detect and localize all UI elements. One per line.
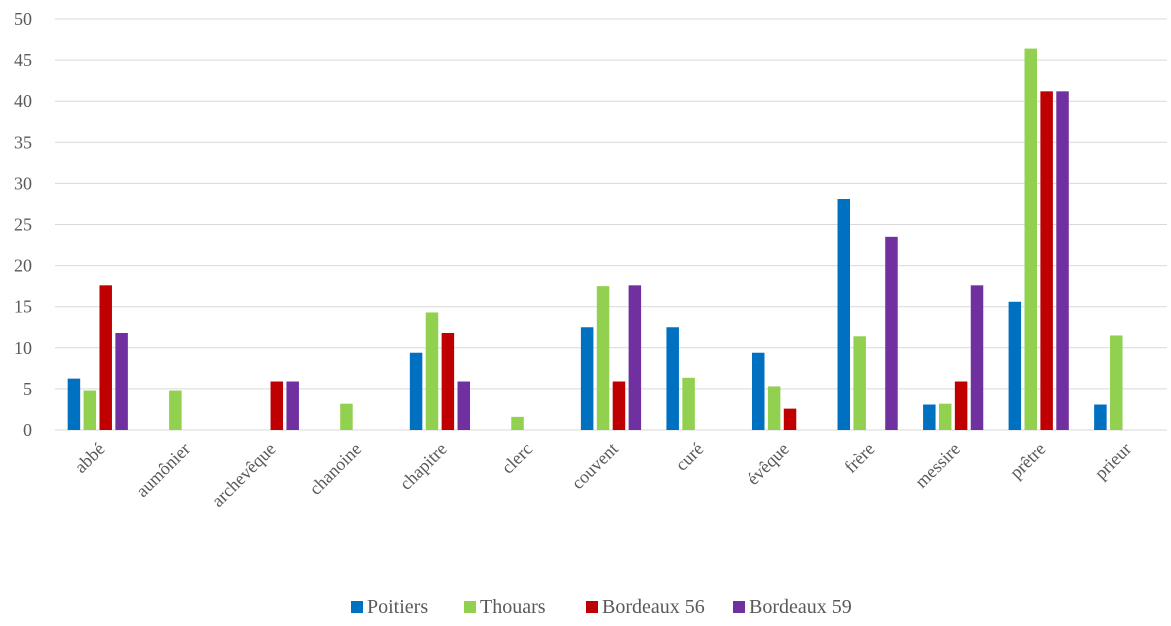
bar-thouars (596, 286, 610, 430)
legend-swatch (733, 601, 745, 613)
bars (67, 48, 1123, 430)
x-tick-label: évêque (743, 439, 793, 489)
bar-thouars (340, 403, 353, 430)
bar-bordeaux-59 (115, 333, 128, 430)
x-tick-label: prieur (1091, 439, 1136, 484)
legend-swatch (586, 601, 598, 613)
bar-poitiers (67, 378, 81, 430)
bar-bordeaux-56 (99, 285, 112, 430)
bar-thouars (83, 390, 97, 430)
bar-bordeaux-59 (286, 381, 299, 430)
bar-bordeaux-59 (970, 285, 984, 430)
bar-thouars (853, 336, 866, 430)
x-axis-tick-labels: abbé aumônier archevêque chanoine chapitre cl… (70, 439, 1135, 511)
x-tick-label: chapitre (396, 439, 451, 494)
x-tick-label: prêtre (1006, 439, 1050, 483)
y-tick-label: 30 (14, 173, 32, 193)
y-tick-label: 45 (14, 50, 32, 70)
x-tick-label: messire (911, 439, 964, 492)
bar-thouars (169, 390, 182, 430)
legend-label: Thouars (480, 596, 546, 618)
bar-thouars (1024, 48, 1037, 430)
bar-poitiers (837, 199, 851, 430)
bar-poitiers (923, 404, 936, 430)
y-tick-label: 0 (23, 420, 32, 440)
bar-thouars (767, 386, 781, 430)
bar-poitiers (1008, 301, 1022, 430)
bar-thouars (511, 416, 524, 430)
x-tick-label: aumônier (132, 439, 194, 501)
x-tick-label: abbé (70, 439, 108, 477)
bar-bordeaux-59 (1056, 91, 1069, 430)
legend-swatch (351, 601, 363, 613)
x-tick-label: chanoine (305, 439, 365, 499)
bar-thouars (938, 403, 952, 430)
y-tick-label: 10 (14, 338, 32, 358)
bar-poitiers (409, 352, 423, 430)
bar-bordeaux-59 (885, 236, 898, 430)
legend-swatch (464, 601, 476, 613)
bar-bordeaux-56 (783, 408, 797, 430)
legend-label: Poitiers (367, 596, 428, 618)
legend-label: Bordeaux 59 (749, 596, 852, 618)
y-tick-label: 40 (14, 91, 32, 111)
bar-bordeaux-56 (612, 381, 626, 430)
y-tick-label: 50 (14, 9, 32, 29)
y-tick-label: 35 (14, 132, 32, 152)
x-tick-label: frère (840, 439, 878, 477)
x-tick-label: couvent (567, 439, 621, 493)
bar-bordeaux-56 (441, 333, 455, 430)
x-tick-label: archevêque (208, 439, 280, 511)
y-tick-label: 5 (23, 379, 32, 399)
bar-poitiers (580, 327, 594, 430)
bar-bordeaux-56 (954, 381, 968, 430)
y-tick-label: 20 (14, 256, 32, 276)
bar-poitiers (1094, 404, 1107, 430)
bar-thouars (425, 312, 439, 430)
x-tick-label: curé (671, 439, 707, 475)
gridlines (55, 18, 1167, 431)
legend-label: Bordeaux 56 (602, 596, 705, 618)
bar-bordeaux-56 (1040, 91, 1053, 430)
legend: Poitiers Thouars Bordeaux 56 Bordeaux 59 (351, 596, 852, 618)
bar-poitiers (666, 327, 679, 430)
y-axis-tick-labels: 0 5 10 15 20 25 30 35 40 45 50 (14, 9, 32, 440)
y-tick-label: 25 (14, 215, 32, 235)
bar-bordeaux-56 (270, 381, 284, 430)
bar-thouars (682, 377, 695, 430)
bar-bordeaux-59 (628, 285, 642, 430)
x-tick-label: clerc (497, 439, 536, 478)
bar-bordeaux-59 (457, 381, 471, 430)
bar-poitiers (751, 352, 765, 430)
bar-thouars (1110, 335, 1123, 430)
y-tick-label: 15 (14, 297, 32, 317)
